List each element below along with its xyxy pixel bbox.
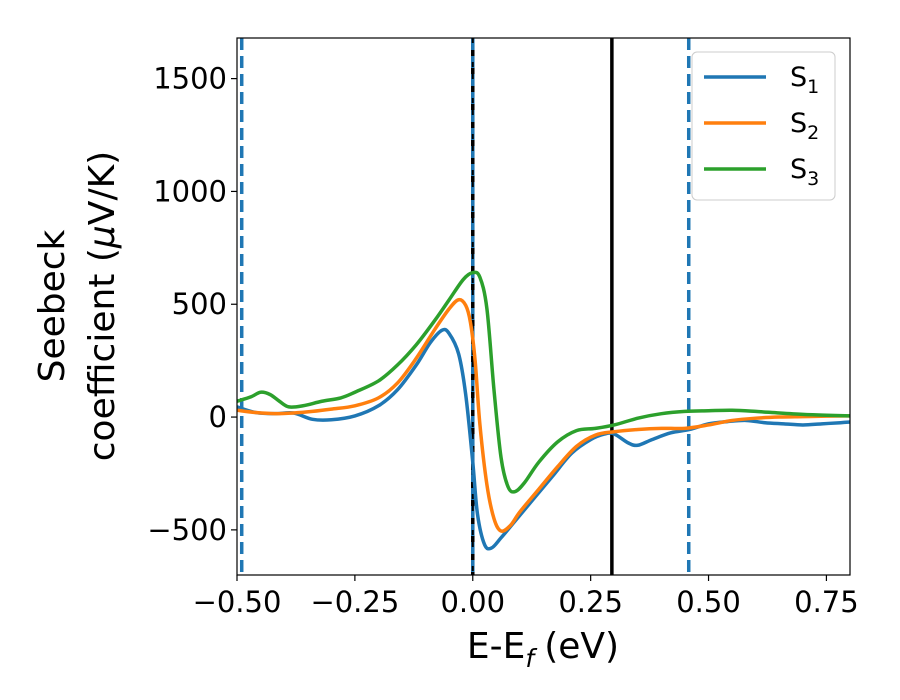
plot-frame [236,37,851,576]
x-axis-title-sub: f [525,644,537,673]
x-axis-title-unit: (eV) [544,626,619,667]
y-tick-label: 1500 [153,62,227,96]
y-axis-title-line1: Seebeck [32,229,73,382]
x-tick-label: 0.25 [558,585,623,619]
legend-label-s3: S3 [790,154,819,190]
y-tick-label: 0 [209,400,227,434]
legend-label-s2: S2 [790,108,819,144]
x-tick-label: 0.75 [794,585,859,619]
series-line-s3 [237,270,850,494]
x-tick-label: 0.50 [676,585,741,619]
y-tick-label: 500 [172,287,227,321]
legend: S1 S2 S3 [691,51,836,201]
y-axis-title-mu: μ [82,225,123,249]
y-axis-title-line2: coefficient (μV/K) [82,151,123,461]
x-tick-label: −0.50 [193,585,282,619]
series-line-s2 [237,297,850,533]
legend-box [691,51,836,201]
x-axis-title-main: E-E [467,626,525,667]
y-tick-label: 1000 [153,174,227,208]
y-axis-title-line2-text: coefficient ( [82,248,123,461]
legend-label-s1: S1 [790,62,819,98]
x-tick-label: −0.25 [310,585,399,619]
x-axis-title: E-Ef (eV) [467,626,619,673]
y-axis-title-unit: V/K) [82,151,123,225]
y-tick-label: −500 [147,513,227,547]
x-tick-label: 0.00 [440,585,505,619]
